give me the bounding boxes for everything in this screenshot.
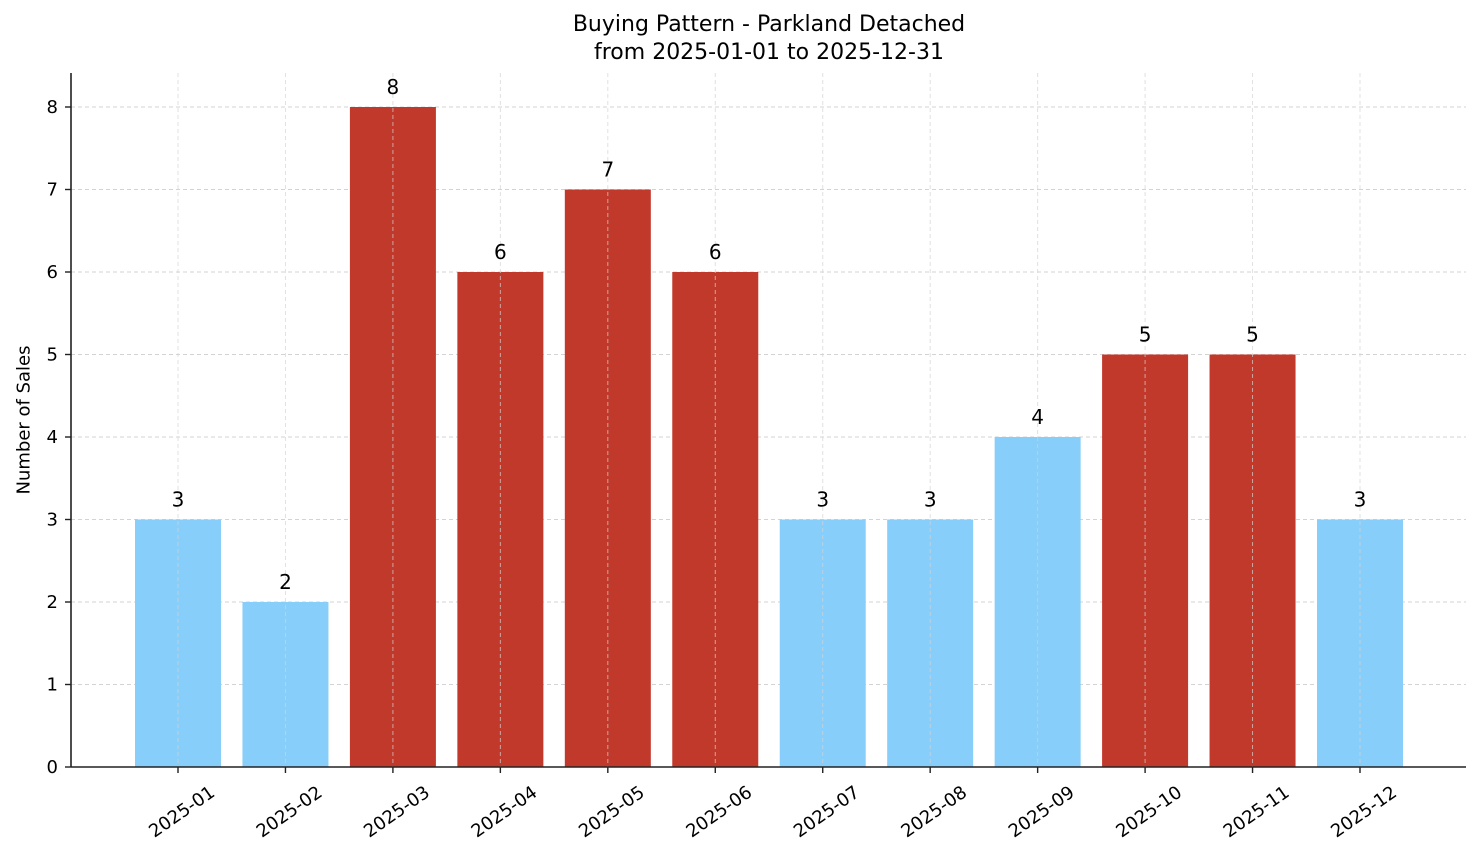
x-tick-label: 2025-10	[1112, 782, 1186, 842]
y-tick-label: 6	[47, 262, 58, 283]
bar-value-label: 5	[1246, 323, 1259, 347]
x-tick-label: 2025-11	[1220, 782, 1294, 842]
x-tick-label: 2025-07	[790, 782, 864, 842]
x-tick-label: 2025-12	[1327, 782, 1401, 842]
bar-value-label: 3	[172, 488, 185, 512]
y-tick-label: 7	[47, 180, 58, 201]
x-tick-label: 2025-04	[468, 782, 542, 842]
bar-value-label: 3	[816, 488, 829, 512]
y-tick-label: 5	[47, 345, 58, 366]
bar-value-label: 3	[1354, 488, 1367, 512]
bar-value-label: 4	[1031, 405, 1044, 429]
x-tick-label: 2025-06	[682, 782, 756, 842]
y-tick-label: 4	[47, 427, 58, 448]
x-tick-label: 2025-09	[1005, 782, 1079, 842]
x-tick-label: 2025-01	[145, 782, 219, 842]
y-tick-label: 0	[47, 757, 58, 778]
y-tick-label: 8	[47, 97, 58, 118]
bar-value-label: 2	[279, 570, 292, 594]
chart-subtitle: from 2025-01-01 to 2025-12-31	[594, 40, 944, 65]
bar-value-label: 3	[924, 488, 937, 512]
x-tick-label: 2025-05	[575, 782, 649, 842]
x-tick-label: 2025-08	[897, 782, 971, 842]
bar-value-label: 6	[494, 240, 507, 264]
bar-value-label: 6	[709, 240, 722, 264]
chart-title: Buying Pattern - Parkland Detached	[572, 12, 966, 37]
bar-value-label: 5	[1139, 323, 1152, 347]
x-tick-label: 2025-03	[360, 782, 434, 842]
axes	[65, 73, 1466, 773]
bar-value-label: 8	[387, 75, 400, 99]
y-tick-label: 1	[47, 675, 58, 696]
x-tick-label: 2025-02	[253, 782, 327, 842]
y-tick-label: 3	[47, 510, 58, 531]
bar-value-label: 7	[601, 158, 614, 182]
y-tick-label: 2	[47, 592, 58, 613]
